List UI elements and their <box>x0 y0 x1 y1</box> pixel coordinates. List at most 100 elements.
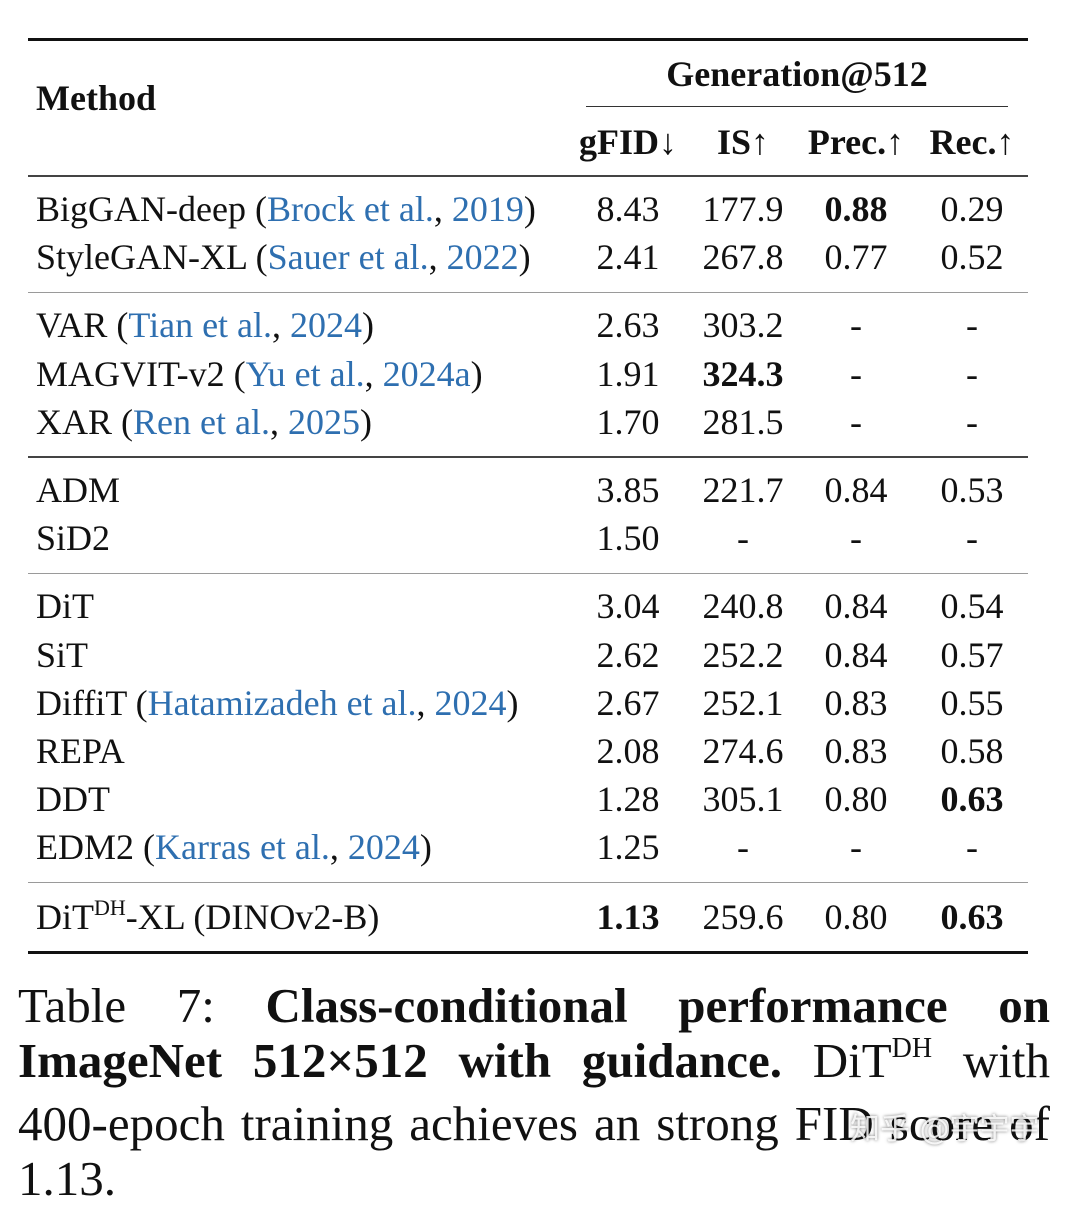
is-value: - <box>737 518 749 558</box>
prec-header: Prec.↑ <box>807 122 905 162</box>
method-name: DDT <box>36 779 110 819</box>
gfid-value: 2.62 <box>596 635 660 675</box>
gfid-value: 8.43 <box>596 189 660 229</box>
method-name: StyleGAN-XL (Sauer et al., 2022) <box>36 237 531 277</box>
citation-link[interactable]: Yu et al. <box>245 354 365 394</box>
method-name: BigGAN-deep (Brock et al., 2019) <box>36 189 536 229</box>
is-value: 267.8 <box>702 237 784 277</box>
table-row: DDT 1.28 305.1 0.80 0.63 <box>0 775 1074 823</box>
prec-value: 0.80 <box>824 779 888 819</box>
is-value: 252.2 <box>702 635 784 675</box>
method-name: DiTDH-XL (DINOv2-B) <box>36 895 380 937</box>
citation-year-link[interactable]: 2024 <box>434 683 507 723</box>
prec-value: 0.88 <box>824 189 888 229</box>
method-name: SiD2 <box>36 518 111 558</box>
watermark: 知乎 @宇宇宇 <box>850 1112 1040 1147</box>
group-divider-2 <box>28 456 1028 458</box>
is-value: 281.5 <box>702 402 784 442</box>
group-divider-4 <box>28 882 1028 883</box>
is-value: 221.7 <box>702 470 784 510</box>
method-header: Method <box>36 78 156 118</box>
prec-value: - <box>850 827 862 867</box>
table-row: VAR (Tian et al., 2024) 2.63 303.2 - - <box>0 301 1074 349</box>
method-name: SiT <box>36 635 89 675</box>
method-name: VAR (Tian et al., 2024) <box>36 305 375 345</box>
is-value: 274.6 <box>702 731 784 771</box>
caption-label: Table 7: <box>18 978 266 1033</box>
citation-link[interactable]: Karras et al. <box>155 827 330 867</box>
table-row: REPA 2.08 274.6 0.83 0.58 <box>0 727 1074 775</box>
method-name: REPA <box>36 731 125 771</box>
table-row: DiTDH-XL (DINOv2-B) 1.13 259.6 0.80 0.63 <box>0 893 1074 941</box>
prec-value: 0.84 <box>824 470 888 510</box>
is-header: IS↑ <box>716 122 770 162</box>
prec-value: 0.77 <box>824 237 888 277</box>
header-bottom-rule <box>28 175 1028 177</box>
citation-year-link[interactable]: 2024 <box>347 827 420 867</box>
method-name: DiffiT (Hatamizadeh et al., 2024) <box>36 683 519 723</box>
gfid-value: 1.28 <box>596 779 660 819</box>
gfid-value: 2.41 <box>596 237 660 277</box>
method-name: DiT <box>36 586 94 626</box>
citation-link[interactable]: Tian et al. <box>128 305 273 345</box>
rec-value: - <box>966 402 978 442</box>
gfid-value: 1.50 <box>596 518 660 558</box>
table-row: EDM2 (Karras et al., 2024) 1.25 - - - <box>0 823 1074 871</box>
table-row: DiT 3.04 240.8 0.84 0.54 <box>0 582 1074 630</box>
gfid-value: 1.13 <box>596 897 660 937</box>
gfid-value: 3.85 <box>596 470 660 510</box>
citation-link[interactable]: Sauer et al. <box>267 237 429 277</box>
is-value: 252.1 <box>702 683 784 723</box>
caption-title: Class-conditional performance on ImageNe… <box>18 978 1051 1088</box>
is-value: 240.8 <box>702 586 784 626</box>
rec-value: 0.57 <box>940 635 1004 675</box>
gfid-value: 3.04 <box>596 586 660 626</box>
citation-year-link[interactable]: 2019 <box>451 189 524 229</box>
gfid-value: 2.67 <box>596 683 660 723</box>
citation-year-link[interactable]: 2024a <box>382 354 471 394</box>
group-divider-1 <box>28 292 1028 293</box>
prec-value: - <box>850 354 862 394</box>
table-row: MAGVIT-v2 (Yu et al., 2024a) 1.91 324.3 … <box>0 350 1074 398</box>
gfid-value: 2.63 <box>596 305 660 345</box>
rec-header: Rec.↑ <box>929 122 1015 162</box>
table-bottom-rule <box>28 951 1028 954</box>
rec-value: 0.54 <box>940 586 1004 626</box>
rec-value: 0.63 <box>940 779 1004 819</box>
citation-link[interactable]: Ren et al. <box>133 402 270 442</box>
prec-value: - <box>850 518 862 558</box>
is-value: 324.3 <box>702 354 784 394</box>
table-row: SiT 2.62 252.2 0.84 0.57 <box>0 631 1074 679</box>
group-header-rule <box>586 106 1008 107</box>
method-name: XAR (Ren et al., 2025) <box>36 402 372 442</box>
citation-year-link[interactable]: 2025 <box>287 402 360 442</box>
rec-value: - <box>966 354 978 394</box>
gfid-header: gFID↓ <box>579 122 677 162</box>
table-row: BigGAN-deep (Brock et al., 2019) 8.43 17… <box>0 185 1074 233</box>
gfid-value: 1.25 <box>596 827 660 867</box>
prec-value: 0.83 <box>824 731 888 771</box>
rec-value: - <box>966 827 978 867</box>
table-row: XAR (Ren et al., 2025) 1.70 281.5 - - <box>0 398 1074 446</box>
prec-value: 0.84 <box>824 635 888 675</box>
method-name: ADM <box>36 470 121 510</box>
table-caption: Table 7: Class-conditional performance o… <box>18 978 1051 1206</box>
prec-value: 0.84 <box>824 586 888 626</box>
table-row: SiD2 1.50 - - - <box>0 514 1074 562</box>
gfid-value: 1.91 <box>596 354 660 394</box>
gfid-value: 1.70 <box>596 402 660 442</box>
generation-group-header: Generation@512 <box>666 54 928 94</box>
rec-value: 0.52 <box>940 237 1004 277</box>
is-value: 303.2 <box>702 305 784 345</box>
is-value: 177.9 <box>702 189 784 229</box>
citation-year-link[interactable]: 2024 <box>290 305 363 345</box>
rec-value: 0.29 <box>940 189 1004 229</box>
rec-value: 0.55 <box>940 683 1004 723</box>
citation-year-link[interactable]: 2022 <box>446 237 519 277</box>
rec-value: 0.63 <box>940 897 1004 937</box>
is-value: 259.6 <box>702 897 784 937</box>
method-name: EDM2 (Karras et al., 2024) <box>36 827 432 867</box>
citation-link[interactable]: Hatamizadeh et al. <box>147 683 417 723</box>
rec-value: - <box>966 305 978 345</box>
citation-link[interactable]: Brock et al. <box>266 189 434 229</box>
